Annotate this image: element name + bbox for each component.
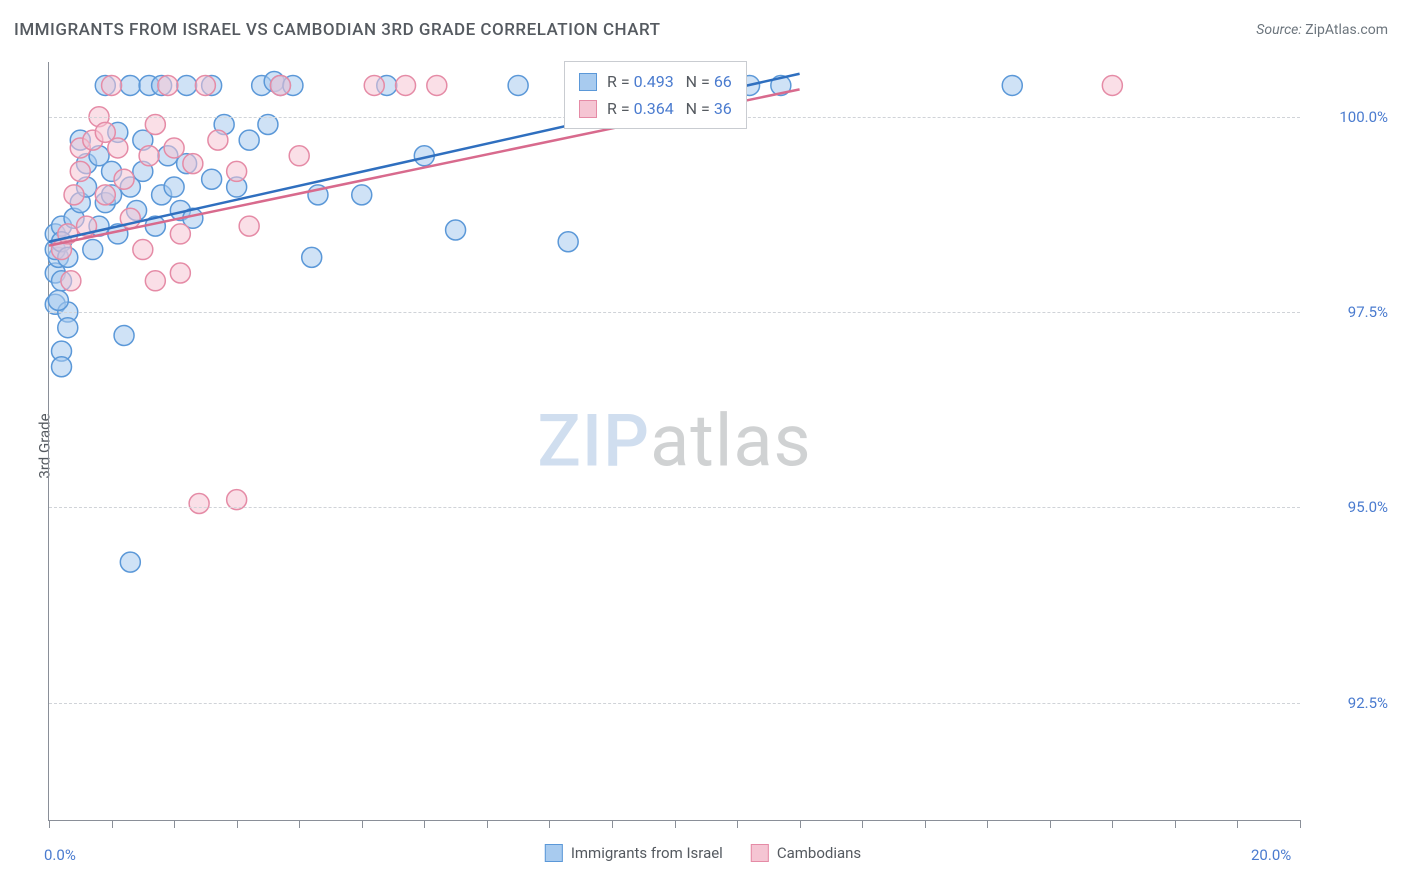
plot-area: ZIPatlas — [48, 62, 1300, 821]
scatter-svg — [49, 62, 1300, 820]
legend-item: Immigrants from Israel — [545, 844, 723, 862]
x-tick — [1112, 820, 1113, 828]
data-point — [427, 75, 447, 95]
data-point — [396, 75, 416, 95]
stats-row: R = 0.493 N = 66 — [579, 68, 732, 95]
legend-label: Cambodians — [777, 844, 861, 862]
data-point — [64, 185, 84, 205]
data-point — [108, 138, 128, 158]
data-point — [227, 161, 247, 181]
data-point — [139, 146, 159, 166]
data-point — [364, 75, 384, 95]
data-point — [239, 216, 259, 236]
stats-swatch — [579, 73, 597, 91]
source-label: Source: — [1256, 22, 1301, 38]
stats-text: R = 0.364 N = 36 — [607, 95, 732, 122]
data-point — [1002, 75, 1022, 95]
data-point — [102, 75, 122, 95]
data-point — [1102, 75, 1122, 95]
gridline — [49, 507, 1300, 508]
x-tick — [299, 820, 300, 828]
x-tick — [737, 820, 738, 828]
legend-item: Cambodians — [751, 844, 861, 862]
data-point — [202, 169, 222, 189]
y-tick-label: 100.0% — [1339, 108, 1388, 126]
x-tick — [862, 820, 863, 828]
x-tick — [1237, 820, 1238, 828]
x-tick — [424, 820, 425, 828]
legend-swatch — [751, 844, 769, 862]
x-tick — [1050, 820, 1051, 828]
x-tick — [49, 820, 50, 828]
data-point — [164, 138, 184, 158]
data-point — [158, 75, 178, 95]
stats-box: R = 0.493 N = 66R = 0.364 N = 36 — [564, 61, 747, 129]
x-tick — [174, 820, 175, 828]
data-point — [120, 75, 140, 95]
y-tick-label: 97.5% — [1348, 303, 1388, 321]
x-tick — [112, 820, 113, 828]
x-tick — [800, 820, 801, 828]
stats-row: R = 0.364 N = 36 — [579, 95, 732, 122]
data-point — [352, 185, 372, 205]
x-tick — [1175, 820, 1176, 828]
data-point — [83, 240, 103, 260]
data-point — [239, 130, 259, 150]
y-tick-label: 92.5% — [1348, 694, 1388, 712]
x-tick — [487, 820, 488, 828]
gridline — [49, 312, 1300, 313]
data-point — [120, 552, 140, 572]
gridline — [49, 703, 1300, 704]
legend-bottom: Immigrants from Israel Cambodians — [545, 844, 861, 862]
data-point — [189, 494, 209, 514]
data-point — [270, 75, 290, 95]
source-credit: Source: ZipAtlas.com — [1256, 22, 1388, 38]
data-point — [508, 75, 528, 95]
data-point — [446, 220, 466, 240]
stats-swatch — [579, 100, 597, 118]
data-point — [48, 290, 68, 310]
data-point — [145, 271, 165, 291]
x-tick — [1300, 820, 1301, 828]
data-point — [95, 185, 115, 205]
legend-swatch — [545, 844, 563, 862]
data-point — [177, 75, 197, 95]
data-point — [61, 271, 81, 291]
x-tick — [925, 820, 926, 828]
chart-title: IMMIGRANTS FROM ISRAEL VS CAMBODIAN 3RD … — [14, 20, 661, 40]
x-tick — [987, 820, 988, 828]
data-point — [58, 318, 78, 338]
data-point — [558, 232, 578, 252]
source-value: ZipAtlas.com — [1305, 22, 1388, 38]
data-point — [114, 326, 134, 346]
x-tick — [362, 820, 363, 828]
data-point — [170, 263, 190, 283]
data-point — [133, 240, 153, 260]
x-tick — [549, 820, 550, 828]
x-tick — [675, 820, 676, 828]
data-point — [164, 177, 184, 197]
data-point — [170, 224, 190, 244]
data-point — [183, 154, 203, 174]
x-tick-label: 20.0% — [1251, 846, 1291, 864]
data-point — [289, 146, 309, 166]
x-tick — [237, 820, 238, 828]
stats-text: R = 0.493 N = 66 — [607, 68, 732, 95]
data-point — [52, 357, 72, 377]
data-point — [195, 75, 215, 95]
data-point — [70, 161, 90, 181]
data-point — [302, 247, 322, 267]
data-point — [114, 169, 134, 189]
x-tick-label: 0.0% — [44, 846, 76, 864]
data-point — [208, 130, 228, 150]
legend-label: Immigrants from Israel — [571, 844, 723, 862]
x-tick — [612, 820, 613, 828]
y-tick-label: 95.0% — [1348, 498, 1388, 516]
